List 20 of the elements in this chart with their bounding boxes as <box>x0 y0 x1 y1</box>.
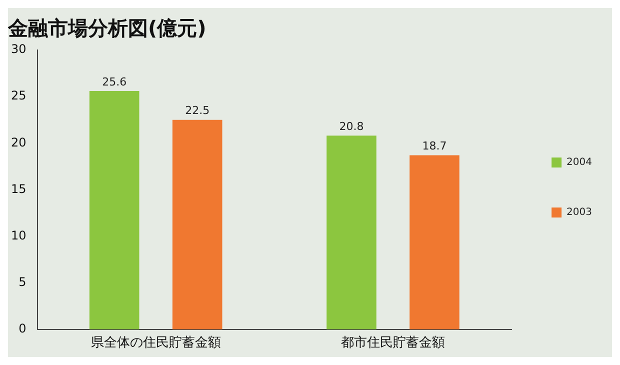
bar <box>89 90 140 330</box>
y-tick-label: 10 <box>10 228 26 242</box>
bar <box>326 136 376 330</box>
x-tick-label: 都市住民貯蓄金額 <box>340 336 445 351</box>
chart-title: 金融市場分析図(億元) <box>7 16 206 40</box>
data-label: 20.8 <box>339 120 364 134</box>
y-tick-label: 25 <box>10 88 26 103</box>
x-tick-label: 県全体の住民貯蓄金額 <box>90 336 221 351</box>
data-label: 18.7 <box>422 140 447 153</box>
y-tick-label: 15 <box>10 182 26 196</box>
y-tick-label: 0 <box>18 322 26 336</box>
bar <box>410 155 460 330</box>
legend-label: 2003 <box>566 207 592 218</box>
y-tick-label: 20 <box>10 135 26 150</box>
data-label: 25.6 <box>102 75 127 88</box>
data-label: 22.5 <box>185 104 210 118</box>
y-tick-label: 30 <box>10 42 26 56</box>
y-tick-label: 5 <box>18 274 26 289</box>
legend-label: 2004 <box>566 157 592 168</box>
bar <box>172 120 222 330</box>
